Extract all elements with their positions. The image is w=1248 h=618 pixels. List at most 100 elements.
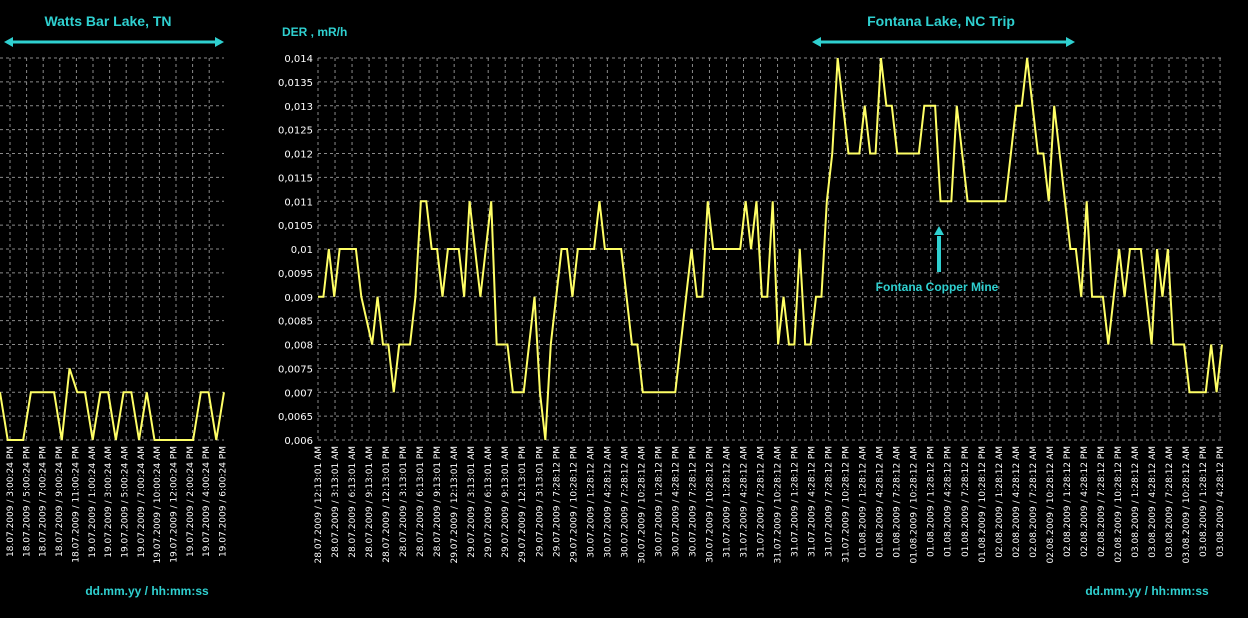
y-tick-label: 0,01 [291, 245, 313, 256]
x-tick-label: 01.08.2009 / 10:28:12 PM [978, 446, 988, 563]
x-tick-label: 19.07.2009 / 1:00:24 AM [88, 446, 98, 558]
x-tick-label: 29.07.2009 / 7:28:12 PM [552, 446, 562, 557]
x-tick-label: 18.07.2009 / 5:00:24 PM [22, 446, 32, 557]
y-tick-label: 0,006 [284, 436, 313, 447]
y-tick-label: 0,0115 [278, 173, 313, 184]
x-tick-label: 30.07.2009 / 4:28:12 AM [603, 446, 613, 558]
x-tick-label: 03.08.2009 / 4:28:12 AM [1148, 446, 1158, 558]
y-tick-label: 0,013 [284, 102, 313, 113]
x-tick-label: 28.07.2009 / 12:13:01 PM [382, 446, 392, 563]
x-tick-label: 30.07.2009 / 4:28:12 PM [671, 446, 681, 557]
annotation-arrow-head [934, 226, 944, 235]
y-tick-label: 0,0075 [278, 364, 313, 375]
x-tick-label: 03.08.2009 / 10:28:12 AM [1182, 446, 1192, 564]
x-tick-label: 29.07.2009 / 12:13:01 PM [518, 446, 528, 563]
x-tick-label: 29.07.2009 / 9:13:01 AM [501, 446, 511, 558]
x-tick-label: 29.07.2009 / 10:28:12 PM [569, 446, 579, 563]
x-tick-label: 28.07.2009 / 12:13:01 AM [314, 446, 324, 564]
x-tick-label: 28.07.2009 / 3:13:01 PM [399, 446, 409, 557]
x-tick-label: 02.08.2009 / 4:28:12 AM [1012, 446, 1022, 558]
title-range-arrow-right [1066, 37, 1075, 47]
x-tick-label: 02.08.2009 / 1:28:12 AM [995, 446, 1005, 558]
annotations-layer: DER , mR/h Fontana Copper Mine [282, 25, 999, 294]
y-tick-label: 0,0095 [278, 269, 313, 280]
x-tick-label: 03.08.2009 / 4:28:12 PM [1216, 446, 1226, 557]
y-tick-label: 0,0085 [278, 317, 313, 328]
x-tick-label: 02.08.2009 / 7:28:12 PM [1097, 446, 1107, 557]
x-tick-label: 01.08.2009 / 7:28:12 PM [961, 446, 971, 557]
x-tick-label: 31.07.2009 / 7:28:12 PM [825, 446, 835, 557]
series-line [0, 368, 225, 441]
x-tick-label: 30.07.2009 / 1:28:12 PM [654, 446, 664, 557]
x-tick-label: 31.07.2009 / 10:28:12 PM [842, 446, 852, 563]
y-tick-label: 0,011 [284, 197, 313, 208]
series-line [318, 57, 1223, 441]
y-axis-label: DER , mR/h [282, 25, 347, 39]
x-tick-label: 18.07.2009 / 11:00:24 PM [71, 446, 81, 563]
x-tick-label: 31.07.2009 / 1:28:12 PM [791, 446, 801, 557]
x-tick-label: 29.07.2009 / 3:13:01 PM [535, 446, 545, 557]
x-tick-label: 30.07.2009 / 1:28:12 AM [586, 446, 596, 558]
x-tick-label: 31.07.2009 / 1:28:12 AM [722, 446, 732, 558]
x-tick-label: 28.07.2009 / 9:13:01 PM [433, 446, 443, 557]
x-tick-label: 01.08.2009 / 1:28:12 AM [859, 446, 869, 558]
x-tick-label: 03.08.2009 / 1:28:12 PM [1199, 446, 1209, 557]
x-tick-label: 03.08.2009 / 7:28:12 AM [1165, 446, 1175, 558]
right-chart-panel: 0,006 0,0065 0,007 0,0075 0,008 0,0085 0,009 0,… [278, 13, 1226, 598]
x-tick-label: 31.07.2009 / 7:28:12 AM [757, 446, 767, 558]
x-tick-label: 19.07.2009 / 3:00:24 AM [104, 446, 114, 558]
x-tick-label: 28.07.2009 / 6:13:01 AM [348, 446, 358, 558]
title-range-arrow-left [812, 37, 821, 47]
x-tick-label: 29.07.2009 / 3:13:01 AM [467, 446, 477, 558]
x-tick-label: 18.07.2009 / 3:00:24 PM [6, 446, 16, 557]
x-tick-label: 18.07.2009 / 9:00:24 PM [55, 446, 65, 557]
x-tick-label: 19.07.2009 / 12:00:24 PM [170, 446, 180, 563]
x-axis-label: dd.mm.yy / hh:mm:ss [1085, 584, 1209, 598]
x-tick-label: 19.07.2009 / 4:00:24 PM [202, 446, 212, 557]
y-tick-label: 0,0135 [278, 78, 313, 89]
x-tick-label: 30.07.2009 / 7:28:12 AM [620, 446, 630, 558]
x-tick-label: 30.07.2009 / 7:28:12 PM [688, 446, 698, 557]
x-tick-label: 01.08.2009 / 10:28:12 AM [910, 446, 920, 564]
x-tick-label: 01.08.2009 / 1:28:12 PM [927, 446, 937, 557]
annotation-arrow-shaft [937, 236, 941, 272]
x-tick-label: 03.08.2009 / 1:28:12 AM [1131, 446, 1141, 558]
x-tick-label: 19.07.2009 / 10:00:24 AM [153, 446, 163, 564]
x-tick-label: 02.08.2009 / 1:28:12 PM [1063, 446, 1073, 557]
x-tick-label: 31.07.2009 / 4:28:12 AM [740, 446, 750, 558]
x-tick-label: 30.07.2009 / 10:28:12 AM [637, 446, 647, 564]
y-tick-label: 0,008 [284, 341, 313, 352]
chart-title: Fontana Lake, NC Trip [867, 13, 1015, 29]
x-tick-label: 31.07.2009 / 10:28:12 AM [774, 446, 784, 564]
x-tick-label: 31.07.2009 / 4:28:12 PM [808, 446, 818, 557]
left-chart-panel: 18.07.2009 / 3:00:24 PM 18.07.2009 / 5:00… [0, 13, 229, 598]
y-tick-label: 0,014 [284, 54, 313, 65]
x-tick-label: 02.08.2009 / 4:28:12 PM [1080, 446, 1090, 557]
x-tick-label: 19.07.2009 / 5:00:24 AM [120, 446, 130, 558]
x-tick-label: 29.07.2009 / 6:13:01 AM [484, 446, 494, 558]
y-tick-label: 0,012 [284, 150, 313, 161]
x-axis-label: dd.mm.yy / hh:mm:ss [85, 584, 209, 598]
y-tick-label: 0,0065 [278, 412, 313, 423]
x-tick-label: 28.07.2009 / 9:13:01 AM [365, 446, 375, 558]
x-tick-label: 28.07.2009 / 6:13:01 PM [416, 446, 426, 557]
x-tick-label: 01.08.2009 / 4:28:12 AM [876, 446, 886, 558]
x-tick-label: 18.07.2009 / 7:00:24 PM [39, 446, 49, 557]
x-tick-label: 19.07.2009 / 7:00:24 AM [137, 446, 147, 558]
y-tick-label: 0,0125 [278, 126, 313, 137]
title-range-arrow-right [215, 37, 224, 47]
x-tick-label: 02.08.2009 / 10:28:12 PM [1114, 446, 1124, 563]
chart-title: Watts Bar Lake, TN [44, 13, 171, 29]
x-tick-label: 01.08.2009 / 7:28:12 AM [893, 446, 903, 558]
y-tick-label: 0,0105 [278, 221, 313, 232]
y-tick-label: 0,009 [284, 293, 313, 304]
x-tick-label: 30.07.2009 / 10:28:12 PM [705, 446, 715, 563]
x-tick-label: 02.08.2009 / 7:28:12 AM [1029, 446, 1039, 558]
x-tick-label: 29.07.2009 / 12:13:01 AM [450, 446, 460, 563]
title-range-arrow-left [4, 37, 13, 47]
x-tick-label: 02.08.2009 / 10:28:12 AM [1046, 446, 1056, 564]
annotation-label: Fontana Copper Mine [876, 280, 999, 294]
x-tick-label: 01.08.2009 / 4:28:12 PM [944, 446, 954, 557]
y-tick-label: 0,007 [284, 388, 313, 399]
